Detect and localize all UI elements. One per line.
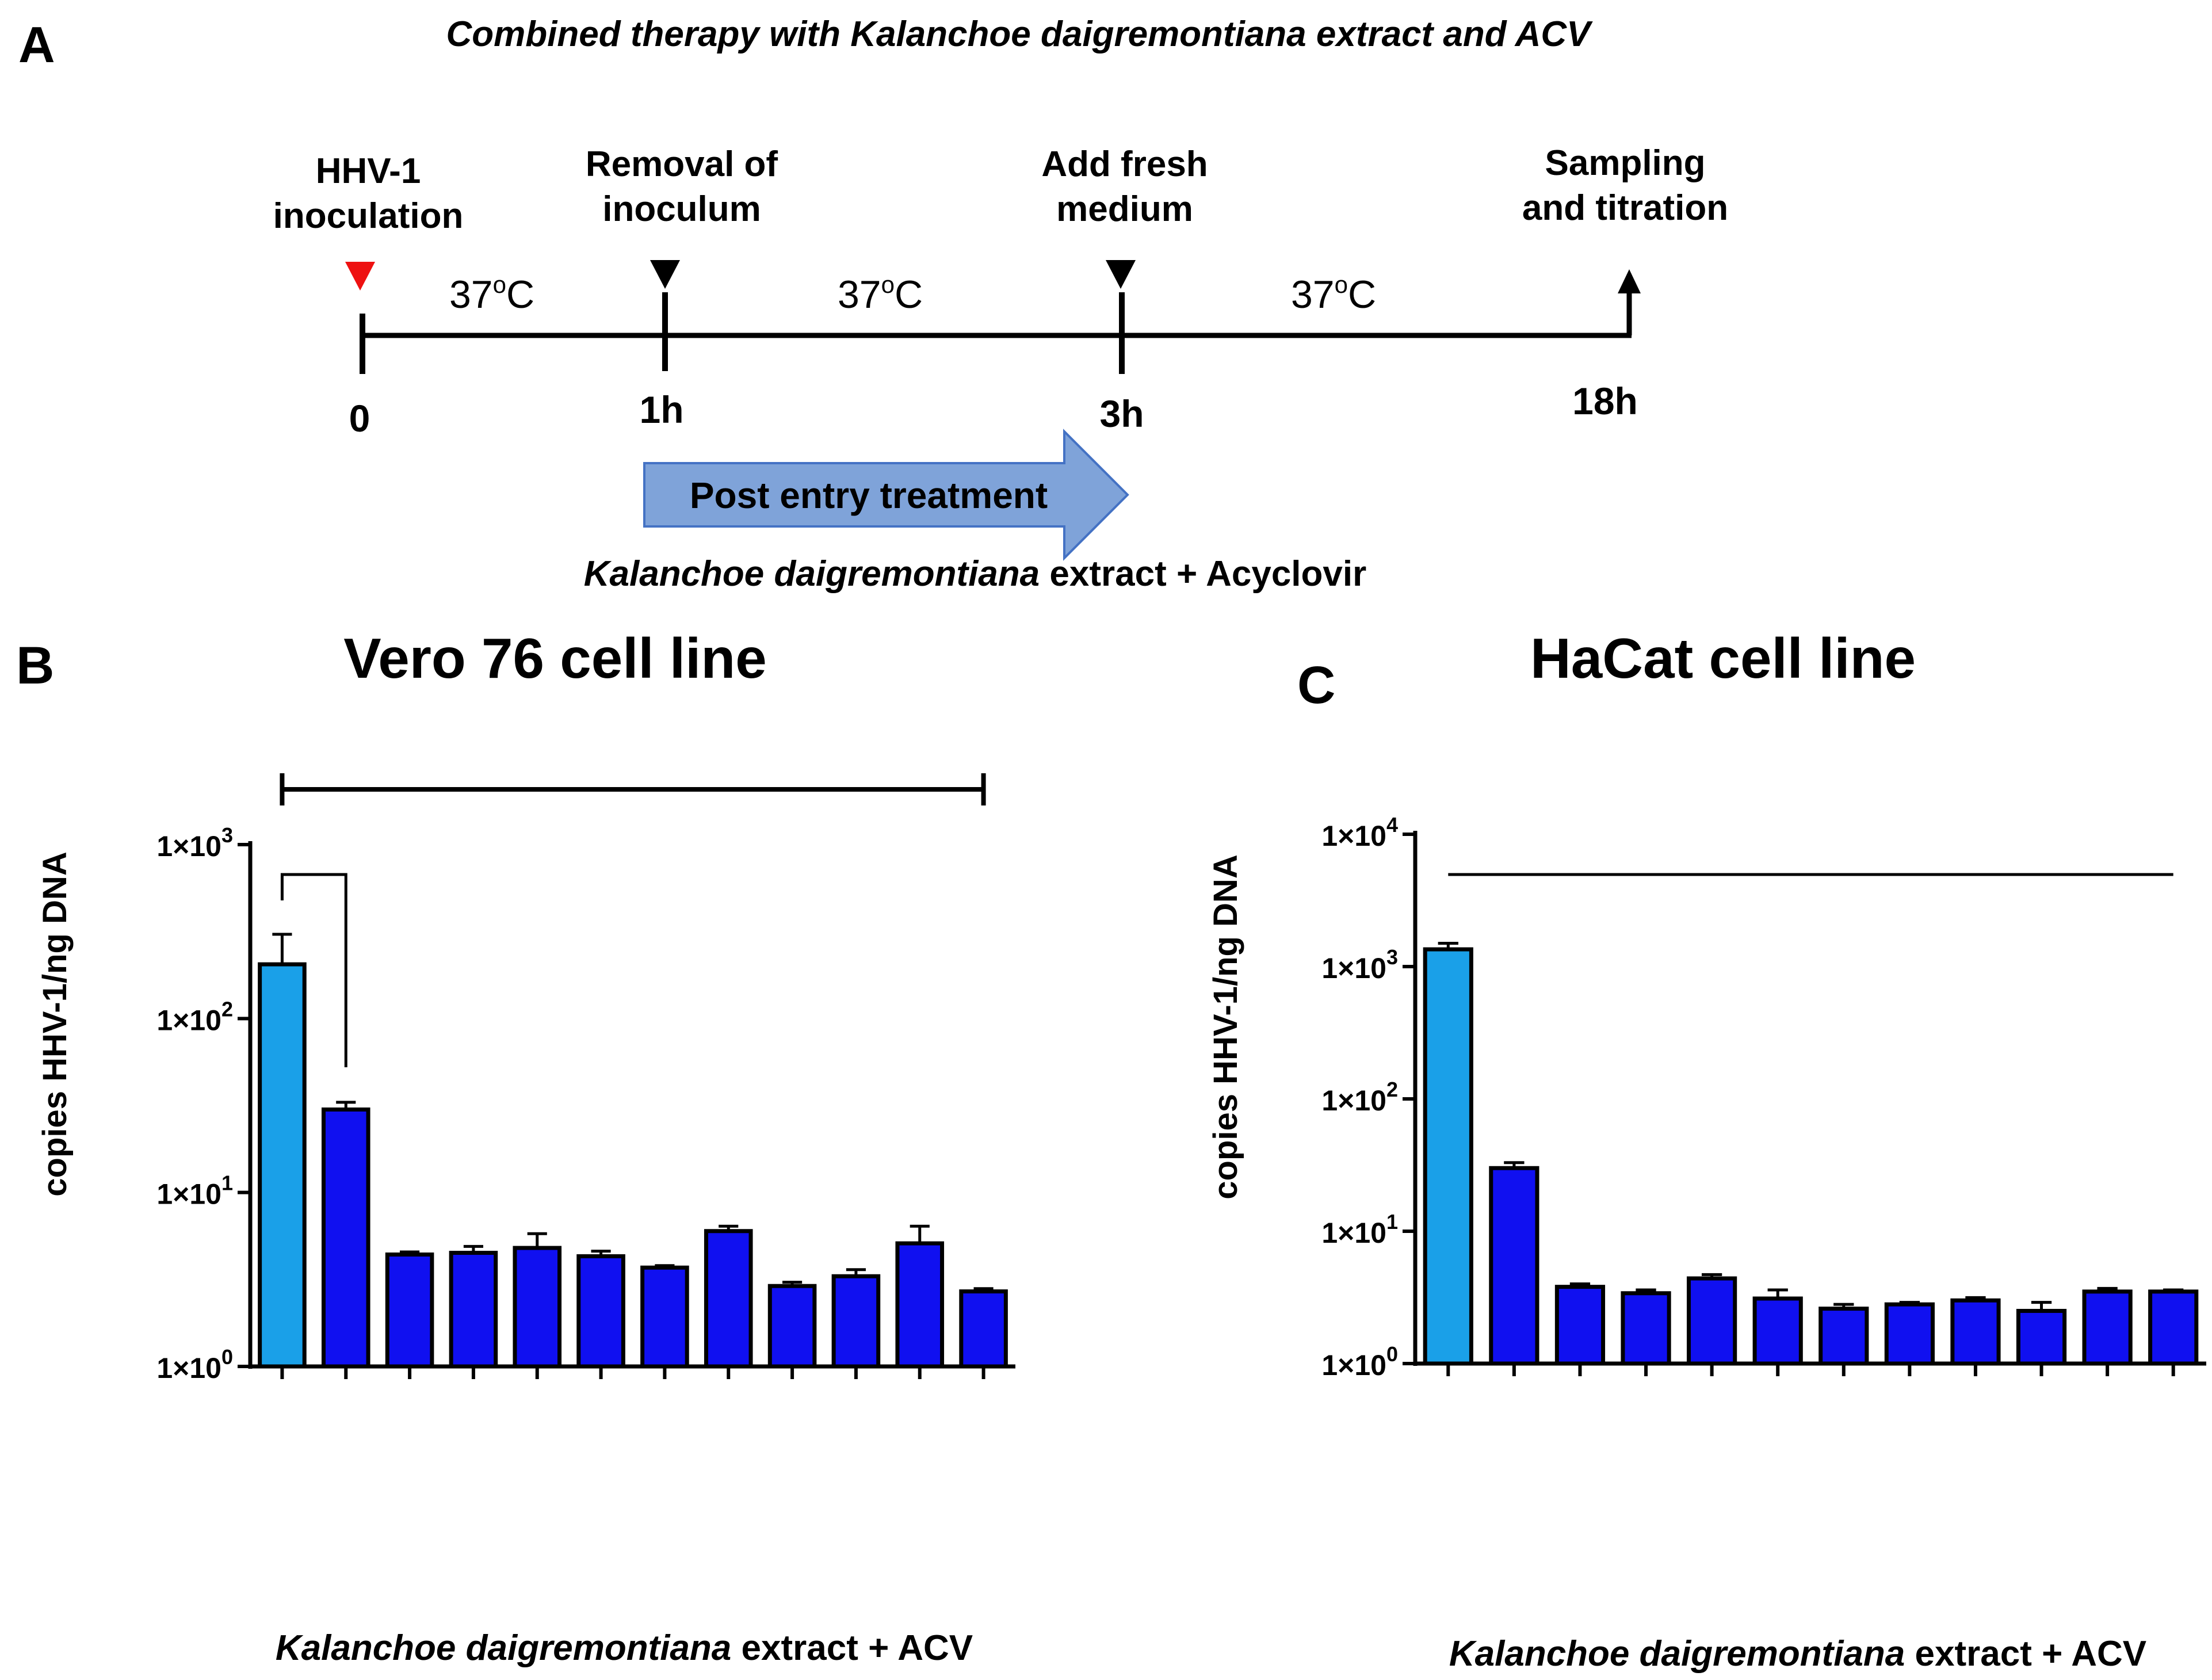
chart0-ytick-label: 1×103: [156, 823, 233, 862]
temp-label-2: 37oC: [838, 271, 923, 316]
panel-c-xlabel: Kalanchoe daigremontiana extract + ACV: [1449, 1634, 2146, 1674]
chart0-bar-1: [321, 1107, 370, 1369]
chart0-bar-7: [704, 1229, 753, 1369]
chart1-bar-11: [2148, 1289, 2199, 1366]
chart0-bar-9: [831, 1274, 881, 1369]
chart1-ytick-label: 1×101: [1321, 1210, 1398, 1249]
time-label-1h: 1h: [639, 388, 683, 431]
chart0-sig-bracket-1: [280, 873, 347, 1067]
event-label-sampling-l2: and titration: [1522, 188, 1728, 228]
chart0-bar-2: [385, 1252, 434, 1369]
chart1-ytick-label: 1×102: [1321, 1078, 1398, 1117]
chart1-bar-0: [1423, 947, 1473, 1366]
chart1-bar-1: [1489, 1166, 1539, 1366]
panel-c-title: HaCat cell line: [1530, 627, 1916, 690]
panel-c: C HaCat cell line copies HHV-1/ng DNA Ka…: [1207, 627, 2206, 1674]
temp-label-1: 37oC: [449, 271, 534, 316]
inoculation-marker-icon: [345, 262, 375, 291]
chart0-bar-4: [513, 1246, 562, 1369]
chart1-bar-3: [1621, 1291, 1671, 1366]
event-label-inoculation-l1: HHV-1: [316, 151, 421, 191]
chart1-ytick-label: 1×103: [1321, 945, 1398, 984]
chart0-bar-6: [640, 1265, 689, 1369]
sampling-arrow-icon: [1618, 269, 1641, 293]
plot-c: 1×100 1×101 1×102 1×103 1×104: [1321, 813, 2206, 1381]
medium-marker-icon: [1106, 260, 1136, 289]
chart1-bar-10: [2082, 1289, 2133, 1366]
chart0-bar-3: [449, 1251, 498, 1369]
panel-b: B Vero 76 cell line copies HHV-1/ng DNA …: [16, 627, 1015, 1668]
event-label-medium-l1: Add fresh: [1041, 144, 1208, 184]
event-label-medium-l2: medium: [1056, 189, 1193, 229]
chart1-ytick-label: 1×104: [1321, 813, 1398, 852]
chart1-bar-8: [1950, 1298, 2001, 1366]
chart1-ytick-label: 1×100: [1321, 1342, 1398, 1381]
chart0-ytick-label: 1×102: [156, 997, 233, 1036]
panel-b-ylabel: copies HHV-1/ng DNA: [36, 852, 74, 1196]
plot-b: 1×100 1×101 1×102 1×103: [156, 773, 1015, 1384]
event-label-sampling-l1: Sampling: [1545, 143, 1705, 183]
chart1-bar-2: [1554, 1285, 1606, 1366]
chart1-bar-6: [1818, 1307, 1869, 1366]
time-label-18h: 18h: [1572, 380, 1638, 422]
chart0-bar-11: [959, 1289, 1008, 1369]
panel-a-caption: Kalanchoe daigremontiana extract + Acycl…: [584, 554, 1367, 594]
removal-marker-icon: [650, 260, 680, 289]
chart1-bar-7: [1884, 1302, 1935, 1366]
time-label-3h: 3h: [1099, 392, 1144, 435]
chart1-bar-5: [1752, 1296, 1803, 1366]
panel-a: A Combined therapy with Kalanchoe daigre…: [18, 14, 1728, 594]
temp-label-3: 37oC: [1291, 271, 1376, 316]
chart1-bar-4: [1687, 1276, 1737, 1366]
event-label-inoculation-l2: inoculation: [273, 196, 464, 236]
chart1-bar-9: [2016, 1308, 2067, 1366]
chart0-bar-0: [258, 962, 307, 1369]
event-label-removal-l1: Removal of: [586, 144, 778, 184]
panel-a-title: Combined therapy with Kalanchoe daigremo…: [446, 14, 1594, 54]
panel-b-xlabel: Kalanchoe daigremontiana extract + ACV: [276, 1628, 973, 1668]
event-label-removal-l2: inoculum: [602, 189, 761, 229]
chart0-bar-8: [767, 1284, 817, 1369]
time-label-0: 0: [349, 397, 370, 440]
chart0-bar-5: [576, 1254, 625, 1369]
panel-c-letter: C: [1297, 656, 1335, 715]
chart0-bar-10: [895, 1241, 945, 1369]
panel-b-title: Vero 76 cell line: [343, 627, 766, 690]
chart0-ytick-label: 1×100: [156, 1345, 233, 1384]
panel-c-ylabel: copies HHV-1/ng DNA: [1207, 854, 1244, 1199]
post-entry-treatment-label: Post entry treatment: [690, 475, 1048, 516]
chart0-ytick-label: 1×101: [156, 1171, 233, 1211]
panel-b-letter: B: [16, 636, 54, 695]
panel-a-letter: A: [18, 16, 55, 73]
post-entry-treatment-arrow: [643, 429, 1129, 561]
